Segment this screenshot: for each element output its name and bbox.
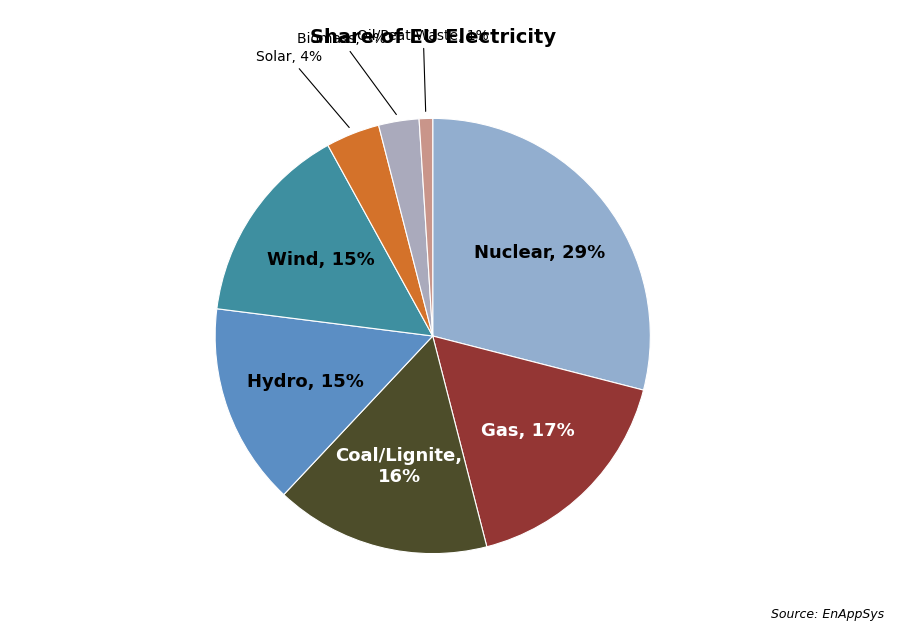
- Text: Oil/Peat/Waste, 1%: Oil/Peat/Waste, 1%: [357, 29, 489, 111]
- Title: Share of EU Electricity: Share of EU Electricity: [310, 28, 556, 47]
- Text: Nuclear, 29%: Nuclear, 29%: [474, 244, 605, 262]
- Wedge shape: [328, 125, 433, 336]
- Text: Solar, 4%: Solar, 4%: [256, 50, 349, 127]
- Text: Coal/Lignite,
16%: Coal/Lignite, 16%: [335, 447, 463, 486]
- Wedge shape: [433, 336, 643, 547]
- Text: Source: EnAppSys: Source: EnAppSys: [771, 608, 884, 621]
- Wedge shape: [419, 118, 433, 336]
- Wedge shape: [433, 118, 650, 390]
- Text: Biomass, 3%: Biomass, 3%: [297, 33, 396, 115]
- Text: Wind, 15%: Wind, 15%: [267, 251, 375, 269]
- Wedge shape: [215, 308, 433, 495]
- Wedge shape: [217, 145, 433, 336]
- Wedge shape: [379, 119, 433, 336]
- Text: Hydro, 15%: Hydro, 15%: [248, 372, 364, 390]
- Text: Gas, 17%: Gas, 17%: [481, 422, 575, 440]
- Wedge shape: [283, 336, 486, 554]
